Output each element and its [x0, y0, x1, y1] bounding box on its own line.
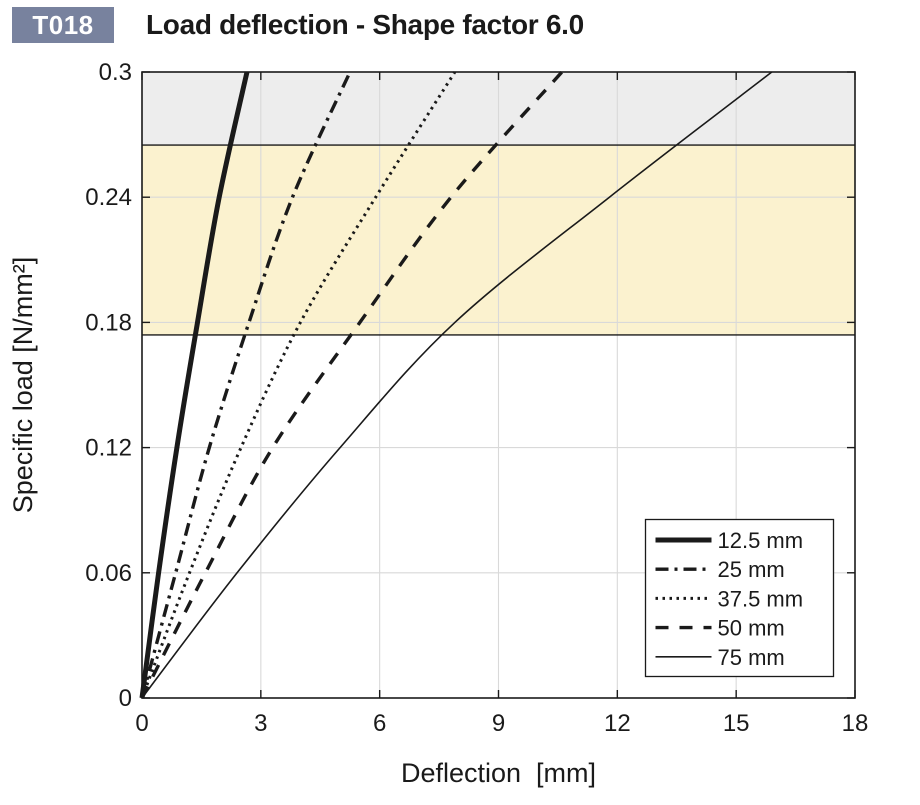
y-tick-label: 0.06 [85, 560, 132, 587]
curve-50-mm [140, 70, 564, 699]
legend-label: 75 mm [718, 645, 785, 670]
x-tick-label: 9 [492, 710, 505, 737]
y-tick-label: 0.3 [99, 59, 132, 86]
chart-code-badge: T018 [12, 7, 114, 43]
legend-label: 12.5 mm [718, 528, 804, 553]
y-tick-label: 0.12 [85, 435, 132, 462]
y-axis-label: Specific load [N/mm²] [8, 257, 38, 514]
x-tick-label: 0 [135, 710, 148, 737]
legend-label: 37.5 mm [718, 586, 804, 611]
y-tick-label: 0.24 [85, 184, 132, 211]
x-tick-label: 18 [842, 710, 869, 737]
legend-label: 25 mm [718, 557, 785, 582]
curve-12-5-mm [139, 71, 250, 699]
plot-border [141, 71, 856, 699]
chart-header: T018 Load deflection - Shape factor 6.0 [0, 0, 920, 56]
x-tick-label: 12 [604, 710, 631, 737]
x-axis-label: Deflection [mm] [401, 758, 596, 788]
curve-25-mm [140, 71, 352, 699]
x-tick-label: 6 [373, 710, 386, 737]
x-tick-label: 3 [254, 710, 267, 737]
curve-75-mm [141, 71, 773, 699]
legend-label: 50 mm [718, 616, 785, 641]
x-tick-label: 15 [723, 710, 750, 737]
y-tick-label: 0 [119, 685, 132, 712]
chart-title: Load deflection - Shape factor 6.0 [146, 9, 584, 40]
y-tick-label: 0.18 [85, 309, 132, 336]
